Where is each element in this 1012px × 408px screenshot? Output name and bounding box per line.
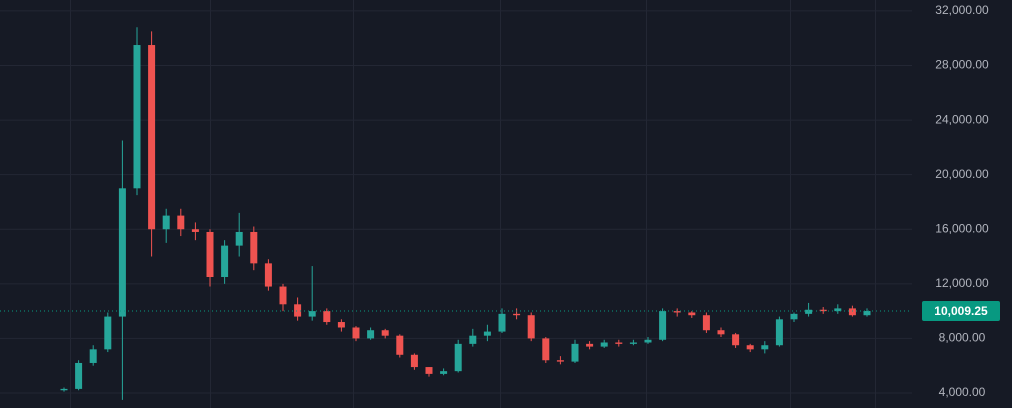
candle-body: [761, 345, 769, 350]
candle-body: [615, 342, 623, 344]
candle-body: [863, 310, 871, 316]
candle-body: [396, 335, 404, 355]
candle-body: [162, 215, 170, 230]
candle-body: [264, 263, 272, 287]
candle-body: [250, 231, 258, 264]
candle-body: [775, 319, 783, 346]
last-price-box: [922, 300, 1000, 321]
candle-body: [746, 345, 754, 350]
candle-body: [191, 229, 199, 232]
candle-body: [717, 330, 725, 335]
candle-body: [702, 315, 710, 331]
candle-body: [644, 339, 652, 343]
candle-body: [819, 309, 827, 312]
candle-body: [148, 45, 156, 230]
candle-body: [60, 388, 68, 391]
candle-body: [848, 308, 856, 316]
y-tick-label: 28,000.00: [935, 58, 989, 72]
candle-body: [352, 327, 360, 339]
candle-body: [790, 313, 798, 320]
candle-body: [221, 245, 229, 278]
candle-body: [673, 311, 681, 313]
y-tick-label: 20,000.00: [935, 167, 989, 181]
candle-body: [454, 343, 462, 372]
y-tick-label: 4,000.00: [939, 385, 986, 399]
candle-body: [104, 316, 112, 350]
candle-body: [206, 231, 214, 278]
candle-body: [367, 330, 375, 339]
candle-body: [659, 311, 667, 340]
candle-body: [834, 308, 842, 312]
candle-body: [498, 313, 506, 332]
vertical-grid: [70, 0, 876, 408]
candle-body: [469, 335, 477, 344]
candle-body: [337, 322, 345, 328]
candle-body: [440, 371, 448, 374]
y-tick-label: 16,000.00: [935, 221, 989, 235]
y-tick-label: 24,000.00: [935, 112, 989, 126]
candle-body: [177, 215, 185, 230]
candle-body: [235, 231, 243, 246]
candle-body: [279, 286, 287, 305]
candle-body: [805, 309, 813, 314]
candle-body: [133, 45, 141, 189]
candle-body: [527, 315, 535, 339]
candle-body: [381, 330, 389, 336]
candle-body: [75, 362, 83, 389]
candle-body: [323, 311, 331, 323]
y-tick-label: 32,000.00: [935, 3, 989, 17]
candle-body: [542, 338, 550, 361]
candle-body: [410, 354, 418, 368]
candle-body: [629, 342, 637, 344]
candle-body: [425, 367, 433, 374]
candle-body: [600, 342, 608, 347]
candle-body: [483, 331, 491, 336]
candle-body: [571, 343, 579, 362]
candle-body: [308, 311, 316, 317]
candle-body: [513, 313, 521, 316]
candle-body: [688, 312, 696, 316]
y-tick-label: 8,000.00: [939, 331, 986, 345]
candle-body: [556, 360, 564, 362]
candle-body: [294, 304, 302, 317]
candle-body: [586, 343, 594, 347]
y-tick-label: 12,000.00: [935, 276, 989, 290]
candle-body: [89, 349, 97, 363]
last-price-label: 10,009.25: [934, 304, 988, 318]
candle-body: [118, 188, 126, 317]
candle-body: [732, 334, 740, 346]
